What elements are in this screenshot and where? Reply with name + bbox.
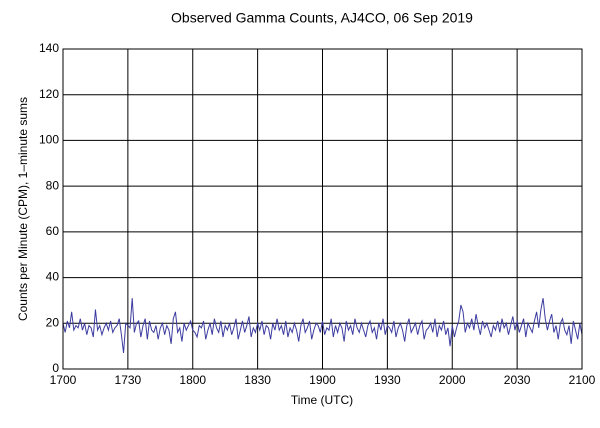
x-tick-label: 1900: [309, 373, 336, 387]
y-tick-label: 140: [39, 41, 59, 55]
chart-title: Observed Gamma Counts, AJ4CO, 06 Sep 201…: [171, 10, 473, 26]
x-tick-label: 2100: [569, 373, 596, 387]
plot-frame: [62, 48, 583, 370]
data-line: [62, 298, 583, 354]
y-axis-label: Counts per Minute (CPM), 1–minute sums: [16, 97, 30, 321]
y-tick-label: 80: [46, 178, 60, 192]
y-tick-label: 20: [46, 315, 60, 329]
x-tick-label: 1730: [115, 373, 142, 387]
x-tick-label: 1800: [179, 373, 206, 387]
x-tick-label: 2030: [504, 373, 531, 387]
y-tick-label: 100: [39, 133, 59, 147]
y-tick-label: 0: [52, 361, 59, 375]
x-axis-label: Time (UTC): [291, 393, 353, 407]
x-tick-label: 2000: [439, 373, 466, 387]
y-tick-label: 60: [46, 224, 60, 238]
x-tick-label: 1930: [374, 373, 401, 387]
y-tick-label: 40: [46, 270, 60, 284]
grid: [62, 48, 583, 370]
plot: [62, 298, 583, 354]
y-tick-label: 120: [39, 87, 59, 101]
x-tick-label: 1830: [244, 373, 271, 387]
x-tick-label: 1700: [50, 373, 77, 387]
